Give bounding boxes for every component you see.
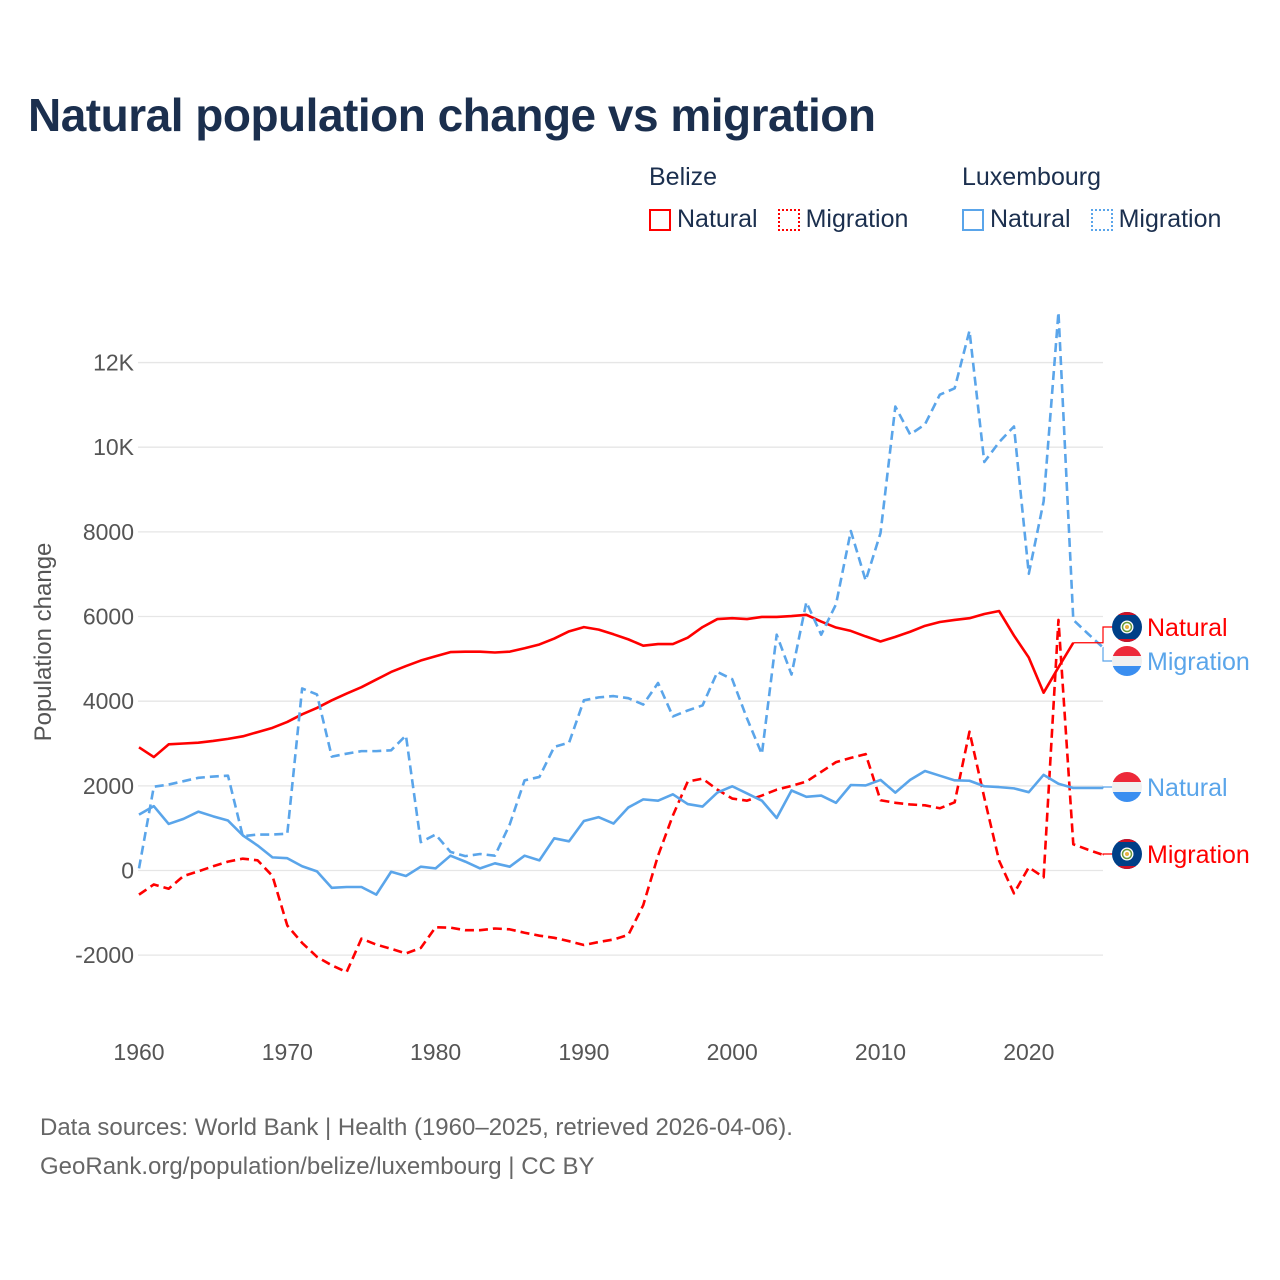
flag-stripe-blue (1112, 792, 1142, 802)
legend-item-label: Natural (990, 205, 1071, 233)
series-line-luxembourg-natural (138, 769, 1103, 896)
label-connector (1073, 626, 1113, 644)
legend-item-label: Migration (805, 205, 909, 233)
source-line: Data sources: World Bank | Health (1960–… (40, 1114, 793, 1141)
flag-stripe (1112, 866, 1142, 869)
y-tick-label: 12K (93, 350, 135, 376)
label-connector (1102, 646, 1113, 662)
legend-group-luxembourg: Luxembourg Natural Migration (962, 163, 1221, 234)
x-axis-ticks: 1960 1970 1980 1990 2000 2010 2020 (113, 1039, 1054, 1065)
flag-stripe-red (1112, 772, 1142, 782)
legend-group-belize: Belize Natural Migration (649, 163, 908, 234)
label-connector (1102, 786, 1113, 789)
y-tick-label: 0 (121, 858, 134, 884)
flag-emblem-center (1125, 625, 1129, 629)
y-tick-label: 6000 (83, 604, 134, 630)
flag-stripe (1112, 839, 1142, 842)
legend-swatch-dotted (777, 208, 800, 231)
legend-item-label: Natural (677, 205, 758, 233)
flag-emblem-ring (1121, 848, 1133, 860)
grid-lines (138, 361, 1103, 956)
legend-country-label: Luxembourg (962, 163, 1101, 191)
flag-emblem-ring (1121, 621, 1133, 633)
end-label: Natural (1147, 774, 1228, 802)
y-tick-label: 10K (93, 434, 135, 460)
end-label: Natural (1147, 614, 1228, 642)
source-note: Data sources: World Bank | Health (1960–… (40, 1108, 793, 1186)
legend-swatch-solid (962, 208, 984, 231)
end-label: Migration (1147, 648, 1250, 676)
legend-item-belize-natural[interactable]: Natural (649, 205, 758, 234)
x-tick-label: 1990 (558, 1039, 609, 1065)
x-tick-label: 1980 (410, 1039, 461, 1065)
end-label: Migration (1147, 841, 1250, 869)
y-axis-ticks: -2000 0 2000 4000 6000 8000 10K 12K (75, 350, 134, 969)
flag-stripe-blue (1112, 666, 1142, 676)
source-link[interactable]: GeoRank.org/population/belize/luxembourg… (40, 1153, 595, 1180)
flag-stripe (1112, 612, 1142, 615)
flag-stripe-white (1112, 656, 1142, 666)
y-tick-label: 8000 (83, 519, 134, 545)
flag-belize-icon (1112, 612, 1142, 642)
y-axis-label: Population change (30, 543, 57, 742)
chart-title: Natural population change vs migration (28, 89, 876, 141)
label-connector (1102, 853, 1113, 856)
flag-belize-icon (1112, 839, 1142, 869)
series-line-belize-natural (138, 609, 1075, 759)
legend-item-luxembourg-migration[interactable]: Migration (1090, 205, 1222, 234)
y-tick-label: 4000 (83, 688, 134, 714)
end-labels: Natural Migration Natural Migration (1073, 612, 1250, 869)
legend-swatch-solid (649, 208, 671, 231)
x-tick-label: 1970 (262, 1039, 313, 1065)
flag-luxembourg-icon (1112, 646, 1142, 676)
y-tick-label: -2000 (75, 942, 134, 968)
x-tick-label: 2020 (1003, 1039, 1054, 1065)
legend-item-luxembourg-natural[interactable]: Natural (962, 205, 1071, 234)
flag-stripe (1112, 639, 1142, 642)
x-tick-label: 2010 (855, 1039, 906, 1065)
legend-swatch-dotted (1090, 208, 1113, 231)
series-line-luxembourg-migration (137, 310, 1104, 869)
legend-country-label: Belize (649, 163, 718, 191)
x-tick-label: 2000 (707, 1039, 758, 1065)
y-tick-label: 2000 (83, 773, 134, 799)
legend-item-label: Migration (1118, 205, 1222, 233)
flag-luxembourg-icon (1112, 772, 1142, 802)
x-tick-label: 1960 (113, 1039, 164, 1065)
legend-item-belize-migration[interactable]: Migration (777, 205, 909, 234)
series-lines (137, 310, 1104, 974)
series-line-belize-migration (138, 618, 1104, 974)
flag-stripe-white (1112, 782, 1142, 792)
flag-emblem-center (1125, 852, 1129, 856)
flag-stripe-red (1112, 646, 1142, 656)
